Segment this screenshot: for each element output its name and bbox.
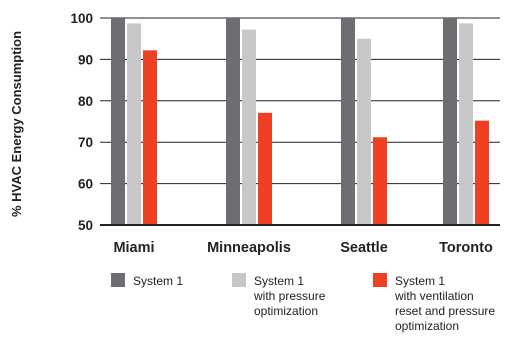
bar-toronto-series-2 (459, 23, 473, 225)
bar-toronto-series-1 (443, 18, 457, 225)
grid (100, 17, 500, 226)
legend-item-1: System 1 (111, 273, 183, 288)
legend-swatch (373, 273, 387, 287)
legend: System 1 System 1 with pressure optimizatio… (111, 273, 495, 333)
bar-miami-series-2 (127, 23, 141, 225)
y-tick-label: 100 (70, 11, 93, 26)
bar-seattle-series-3 (373, 137, 387, 225)
y-tick-label: 60 (78, 177, 93, 192)
bar-minneapolis-series-3 (258, 112, 272, 225)
y-tick-label: 50 (78, 218, 93, 233)
y-axis-label: % HVAC Energy Consumption (9, 31, 24, 217)
y-tick-label: 70 (78, 135, 93, 150)
category-label: Miami (113, 240, 154, 256)
legend-swatch (232, 273, 246, 287)
y-tick-label: 80 (78, 94, 93, 109)
legend-item-3: System 1 with ventilation reset and pressu… (373, 273, 495, 333)
legend-swatch (111, 273, 125, 287)
legend-label: System 1 with ventilation reset and pressu… (394, 274, 495, 333)
y-tick-label: 90 (78, 52, 93, 67)
bar-minneapolis-series-2 (242, 29, 256, 226)
bars (111, 18, 489, 226)
legend-item-2: System 1 with pressure optimization (232, 273, 326, 318)
legend-label: System 1 with pressure optimization (253, 274, 326, 318)
bar-miami-series-1 (111, 18, 125, 225)
category-label: Toronto (439, 240, 493, 256)
bar-seattle-series-1 (341, 18, 355, 225)
bar-seattle-series-2 (357, 38, 371, 226)
bar-miami-series-3 (143, 50, 157, 226)
category-label: Minneapolis (207, 240, 291, 256)
category-label: Seattle (340, 240, 388, 256)
bar-minneapolis-series-1 (226, 18, 240, 225)
bar-toronto-series-3 (475, 120, 489, 225)
axes: 50 60 70 80 90 100 Miami Minneapolis Seattle Toro… (70, 11, 500, 256)
legend-label: System 1 (133, 274, 183, 288)
